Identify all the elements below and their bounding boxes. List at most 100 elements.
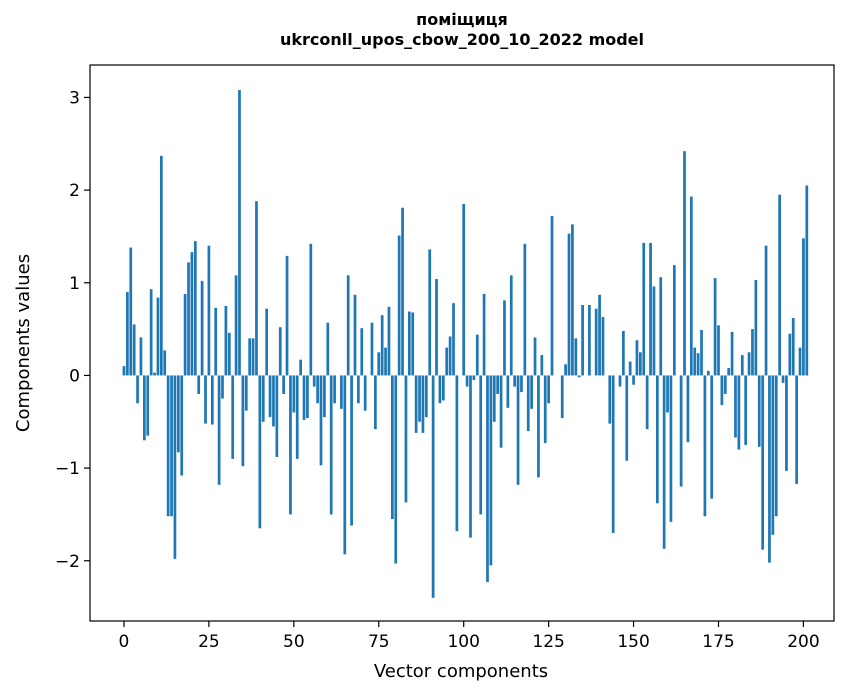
bar: [326, 322, 330, 376]
bar: [588, 305, 591, 376]
bar: [156, 297, 160, 376]
bar: [499, 375, 503, 448]
bar: [479, 375, 483, 515]
bar: [166, 375, 170, 517]
bar: [244, 375, 248, 411]
x-tick-label: 150: [617, 632, 649, 652]
bar: [234, 275, 238, 376]
bar: [397, 235, 401, 376]
bar: [238, 90, 241, 376]
bar: [706, 370, 710, 376]
bar: [452, 303, 455, 376]
bar: [122, 366, 126, 376]
bar: [221, 375, 224, 399]
bar: [686, 375, 690, 443]
bar: [611, 375, 615, 533]
bar: [306, 375, 309, 419]
bar: [509, 275, 513, 376]
bar: [295, 375, 299, 459]
bar: [560, 375, 564, 419]
bar: [727, 368, 731, 376]
bar: [210, 375, 214, 425]
bar: [183, 293, 187, 376]
bars-group: [122, 90, 809, 598]
bar: [639, 352, 642, 376]
bar: [774, 375, 778, 517]
bar: [540, 355, 544, 376]
bar: [622, 330, 625, 376]
bar: [357, 375, 360, 404]
bar: [693, 347, 697, 376]
bar: [431, 375, 435, 598]
bar: [567, 233, 571, 376]
bar: [503, 300, 506, 376]
bar: [520, 375, 523, 393]
bar: [642, 242, 646, 376]
x-tick-label: 200: [787, 632, 819, 652]
bar: [625, 375, 629, 461]
bar: [523, 243, 527, 376]
bar: [469, 375, 472, 538]
x-tick-label: 125: [532, 632, 564, 652]
bar: [747, 352, 751, 376]
bar: [163, 350, 167, 376]
plot-frame: [89, 64, 835, 622]
bar: [571, 224, 574, 376]
bar: [805, 185, 809, 376]
bar: [788, 333, 792, 376]
bar: [363, 375, 367, 411]
x-axis-label: Vector components: [374, 661, 548, 682]
bar: [598, 294, 601, 376]
bar: [255, 201, 258, 376]
bar: [217, 375, 221, 485]
bar: [489, 375, 493, 566]
bar: [795, 375, 798, 484]
bar: [421, 375, 425, 433]
bar: [272, 375, 275, 427]
bar: [268, 375, 272, 418]
bar: [180, 375, 184, 476]
bar: [176, 375, 180, 453]
bar: [781, 375, 785, 383]
bar: [723, 375, 727, 394]
bar: [407, 311, 411, 376]
bar: [289, 375, 292, 515]
bar: [143, 375, 146, 441]
bar: [214, 307, 218, 376]
bar: [666, 375, 669, 413]
bar: [435, 279, 438, 376]
bar: [248, 338, 252, 376]
bar: [655, 375, 659, 504]
bar: [387, 306, 391, 376]
bar: [496, 375, 500, 394]
bar: [462, 204, 466, 376]
bar: [764, 245, 768, 376]
bar: [350, 375, 353, 526]
x-axis-ticks: 0 25 50 75 100 125 150 175 200: [119, 621, 820, 652]
bar: [329, 375, 333, 515]
bar: [380, 315, 384, 376]
bar: [139, 337, 143, 376]
bar: [635, 340, 639, 376]
bar: [227, 332, 231, 376]
bar: [547, 375, 550, 404]
y-tick-label: 1: [69, 274, 80, 294]
bar: [730, 331, 734, 376]
bar: [577, 375, 581, 378]
bar: [754, 279, 758, 376]
bar: [275, 375, 279, 457]
bar: [414, 375, 418, 433]
bar: [689, 196, 693, 376]
bar: [404, 375, 408, 503]
bar: [299, 359, 302, 376]
bar: [153, 372, 156, 376]
bar: [757, 375, 761, 447]
bar: [751, 329, 754, 376]
bar: [319, 375, 323, 466]
bar: [601, 317, 605, 376]
bar: [683, 151, 686, 376]
bar: [672, 265, 676, 376]
bar: [241, 375, 245, 467]
x-tick-label: 175: [702, 632, 734, 652]
bar: [734, 375, 737, 438]
